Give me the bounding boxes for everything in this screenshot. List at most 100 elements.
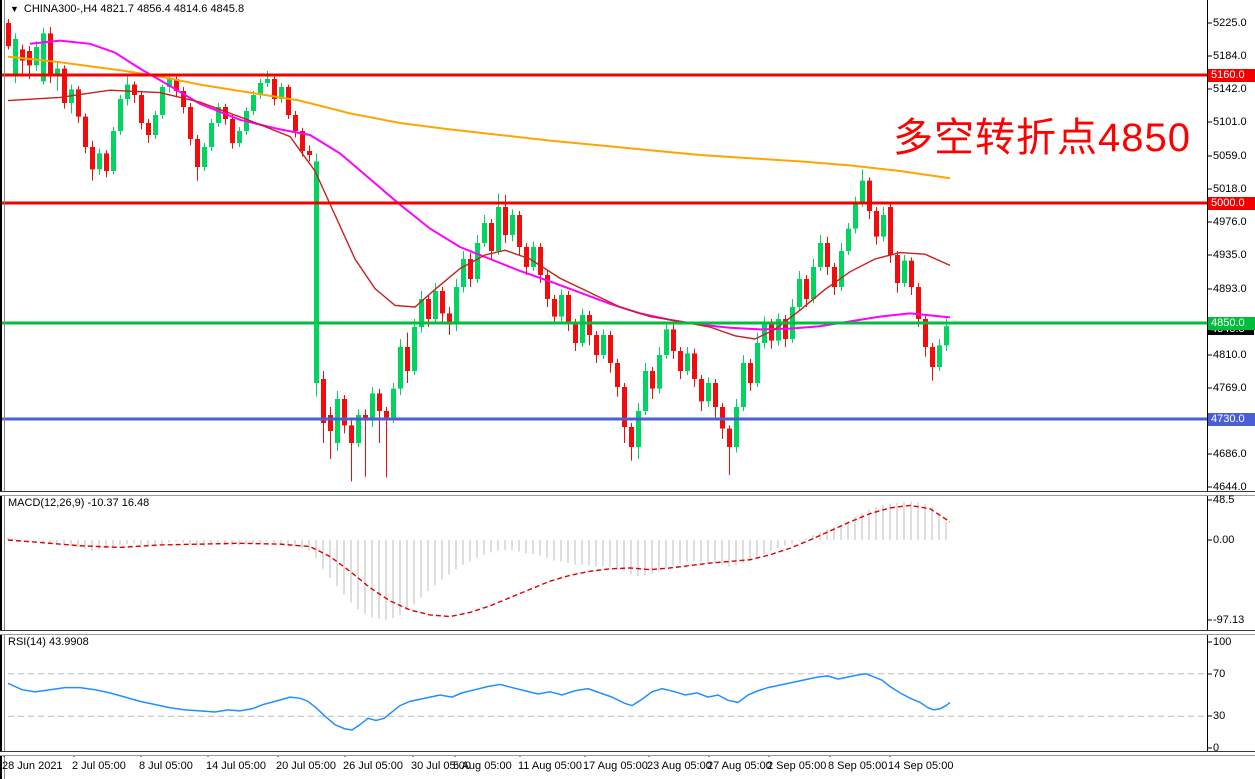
candle-body [615, 363, 620, 387]
candle-body [643, 371, 648, 411]
price-level-label[interactable]: 5160.0 [1208, 69, 1255, 82]
candle-body [76, 89, 81, 117]
time-axis-label: 8 Sep 05:00 [828, 760, 888, 772]
candle-body [209, 123, 214, 147]
candle-body [636, 411, 641, 447]
candle-body [132, 84, 137, 95]
price-axis-tick: 4893.0 [1213, 283, 1247, 295]
candle-body [944, 326, 949, 346]
panel-separator-timeaxis [0, 751, 1255, 756]
candle-body [370, 393, 375, 421]
candle-body [419, 299, 424, 327]
candle-body [349, 425, 354, 443]
candle-body [48, 33, 53, 75]
candle-body [237, 131, 242, 143]
candle-body [342, 399, 347, 426]
candle-body [97, 153, 102, 170]
candle-body [622, 387, 627, 427]
candle-body [174, 79, 179, 91]
candle-body [846, 228, 851, 251]
time-axis-label: 30 Jul 05:00 [411, 760, 471, 772]
rsi-axis-tick: 70 [1213, 668, 1226, 680]
candle-body [230, 119, 235, 143]
candle-body [748, 363, 753, 383]
candle-body [664, 329, 669, 355]
candle-body [468, 259, 473, 279]
candle-body [265, 79, 270, 83]
candle-body [888, 207, 893, 255]
candle-body [461, 259, 466, 287]
ma-fast-darkred [7, 89, 951, 340]
candle-body [629, 427, 634, 447]
time-axis-label: 5 Aug 05:00 [453, 760, 512, 772]
candle-body [601, 335, 606, 355]
symbol-dropdown-icon[interactable]: ▼ [10, 4, 19, 14]
candle-body [328, 415, 333, 431]
candle-body [125, 84, 130, 99]
candle-body [678, 351, 683, 371]
candle-body [867, 180, 872, 211]
candle-body [391, 388, 396, 418]
candle-body [405, 347, 410, 371]
candle-body [895, 255, 900, 283]
candle-body [300, 131, 305, 151]
candle-body [559, 295, 564, 317]
candle-body [258, 83, 263, 95]
rsi-axis-tick: 100 [1213, 636, 1232, 648]
chart-title-text: CHINA300-,H4 4821.7 4856.4 4814.6 4845.8 [23, 3, 245, 15]
candle-body [433, 291, 438, 319]
candle-body [937, 345, 942, 367]
candle-body [272, 79, 277, 99]
candle-body [517, 215, 522, 247]
candle-body [713, 383, 718, 407]
candle-body [832, 267, 837, 287]
time-axis-label: 2 Sep 05:00 [767, 760, 827, 772]
candle-body [706, 383, 711, 402]
annotation-text[interactable]: 多空转折点4850 [893, 116, 1191, 160]
panel-separator-rsi[interactable] [0, 630, 1255, 635]
candle-body [34, 47, 39, 66]
candle-body [503, 207, 508, 235]
candle-body [671, 329, 676, 351]
candle-body [811, 267, 816, 299]
rsi-line [7, 673, 951, 731]
candle-body [167, 79, 172, 87]
price-level-label[interactable]: 4730.0 [1208, 413, 1255, 426]
candle-body [83, 116, 88, 147]
candle-body [20, 49, 25, 61]
time-axis-label: 14 Jul 05:00 [206, 760, 266, 772]
time-axis-label: 11 Aug 05:00 [518, 760, 583, 772]
price-level-label[interactable]: 5000.0 [1208, 197, 1255, 210]
candle-body [699, 379, 704, 402]
candle-body [90, 147, 95, 170]
price-axis-tick: 4686.0 [1213, 448, 1247, 460]
candle-body [293, 115, 298, 131]
candle-body [321, 379, 326, 423]
time-axis-label: 8 Jul 05:00 [139, 760, 193, 772]
price-level-label[interactable]: 4850.0 [1208, 317, 1255, 330]
candle-body [552, 299, 557, 317]
candle-body [181, 91, 186, 107]
candle-body [139, 95, 144, 123]
candle-body [384, 411, 389, 418]
chart-title: ▼ CHINA300-,H4 4821.7 4856.4 4814.6 4845.… [10, 3, 244, 15]
candle-body [475, 243, 480, 279]
time-axis-label: 14 Sep 05:00 [888, 760, 954, 772]
macd-axis-tick: 48.5 [1213, 494, 1235, 506]
panel-separator-macd[interactable] [0, 491, 1255, 496]
candle-body [111, 131, 116, 171]
price-axis-tick: 5101.0 [1213, 116, 1247, 128]
candle-body [909, 260, 914, 287]
candle-body [650, 371, 655, 389]
candle-body [279, 87, 284, 99]
candle-body [314, 161, 319, 383]
candle-body [657, 355, 662, 389]
candle-body [608, 335, 613, 363]
candle-body [160, 87, 165, 115]
candle-body [62, 68, 67, 103]
candle-body [881, 215, 886, 237]
price-axis-tick: 5059.0 [1213, 150, 1247, 162]
price-axis-tick: 4644.0 [1213, 481, 1247, 493]
